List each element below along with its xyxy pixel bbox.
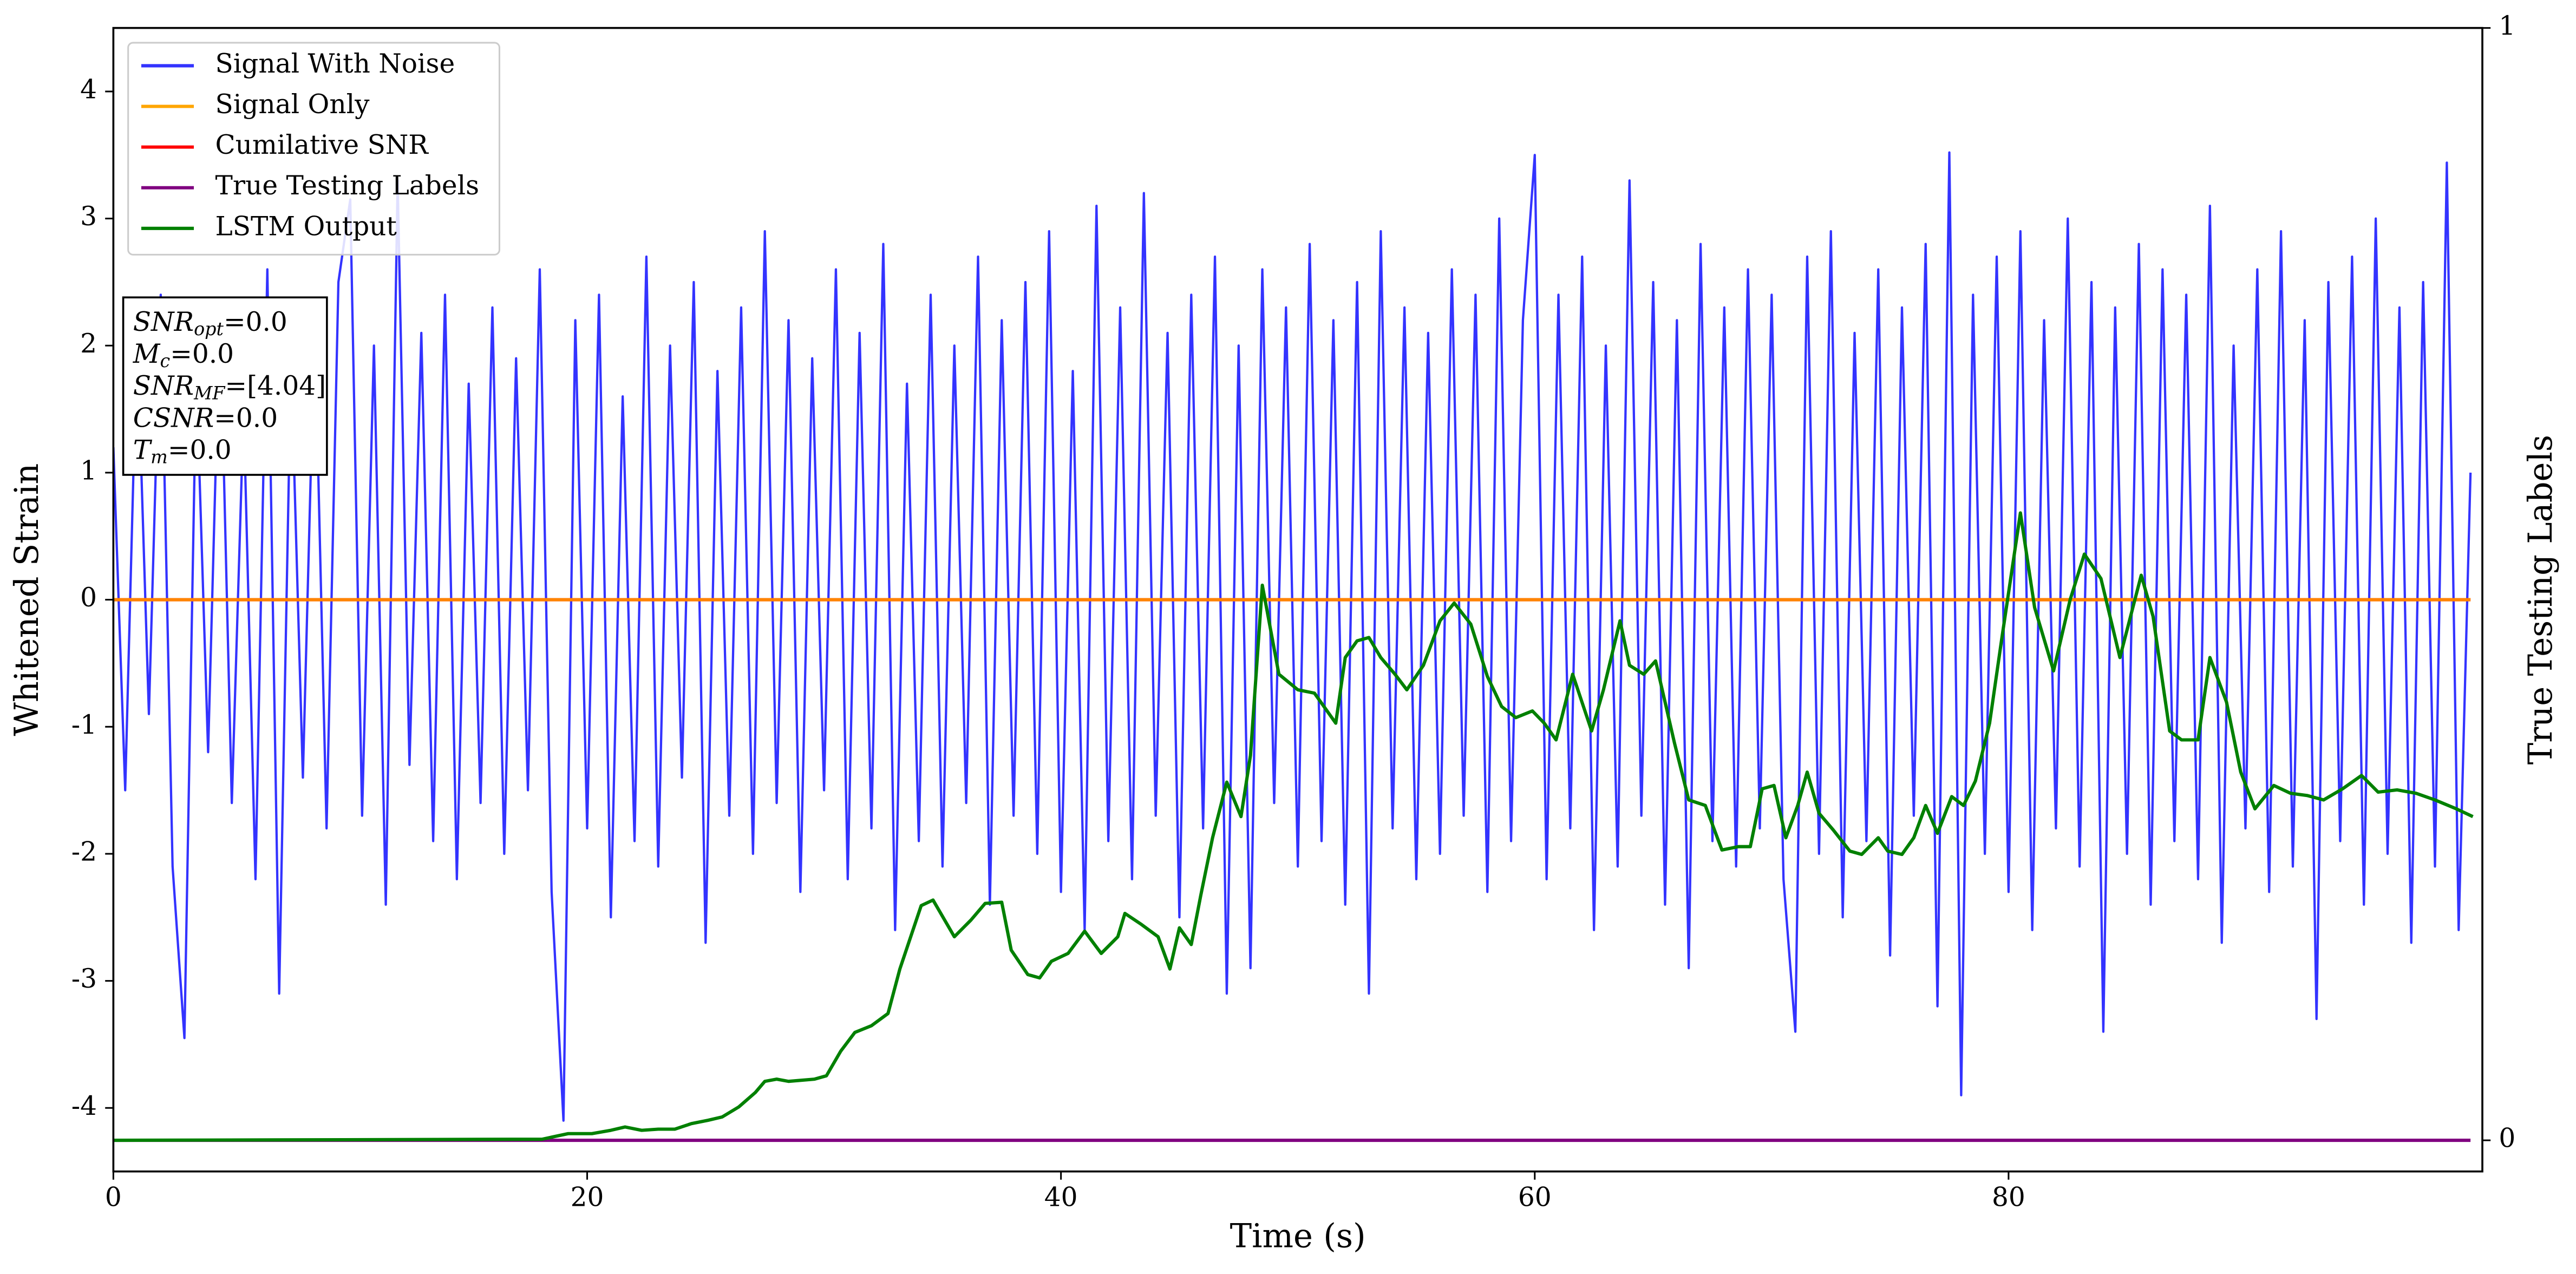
- annotation-line: Tm=0.0: [133, 435, 232, 468]
- annotation-symbol: CSNR: [133, 403, 214, 433]
- y-tick-label: 1: [80, 455, 97, 486]
- annotation-subscript: opt: [194, 318, 224, 339]
- annotation-symbol: SNR: [133, 371, 194, 401]
- annotation: SNRopt=0.0Mc=0.0SNRMF=[4.04]CSNR=0.0Tm=0…: [122, 296, 328, 476]
- legend-label: Signal Only: [215, 89, 370, 120]
- y-tick-label: 3: [80, 201, 97, 232]
- annotation-line: SNRopt=0.0: [133, 306, 287, 339]
- y2-tick-label: 1: [2499, 11, 2515, 41]
- y-tick-label: 2: [80, 329, 97, 359]
- y-tick-label: -3: [71, 964, 97, 994]
- annotation-text: =0.0: [224, 306, 287, 337]
- x-tick-label: 0: [105, 1182, 122, 1213]
- y-tick-label: 4: [80, 74, 97, 104]
- annotation-text: =[4.04]: [225, 371, 326, 401]
- legend: Signal With Noise Signal Only Cumilative S…: [127, 42, 500, 256]
- x-tick-label: 60: [1518, 1182, 1552, 1213]
- y-axis-label: Whitened Strain: [8, 463, 46, 736]
- annotation-line: Mc=0.0: [133, 339, 234, 372]
- y2-tick-label: 0: [2499, 1123, 2515, 1154]
- y-tick-label: -4: [71, 1091, 97, 1121]
- y-tick-label: -2: [71, 837, 97, 867]
- series-line: [113, 151, 2472, 1122]
- annotation-text: =0.0: [170, 339, 234, 369]
- x-tick-label: 40: [1044, 1182, 1078, 1213]
- legend-box: [127, 42, 500, 256]
- annotation-subscript: c: [160, 350, 171, 371]
- series-line: [113, 511, 2474, 1142]
- annotation-line: CSNR=0.0: [133, 403, 278, 433]
- annotation-line: SNRMF=[4.04]: [133, 371, 326, 404]
- annotation-symbol: SNR: [133, 306, 194, 337]
- annotation-subscript: m: [151, 447, 168, 468]
- y2-axis-label: True Testing Labels: [2522, 435, 2560, 765]
- y-tick-label: 0: [80, 583, 97, 613]
- x-axis-label: Time (s): [1230, 1218, 1366, 1256]
- y-tick-label: -1: [71, 710, 97, 740]
- legend-label: True Testing Labels: [215, 171, 480, 201]
- x-tick-label: 80: [1992, 1182, 2025, 1213]
- annotation-text: =0.0: [168, 435, 232, 465]
- annotation-symbol: M: [133, 339, 161, 369]
- plot-area: [113, 151, 2474, 1142]
- x-tick-label: 20: [571, 1182, 604, 1213]
- annotation-box: [122, 296, 328, 476]
- legend-label: LSTM Output: [215, 211, 397, 241]
- annotation-text: =0.0: [214, 403, 278, 433]
- annotation-symbol: T: [133, 435, 153, 465]
- annotation-subscript: MF: [193, 382, 226, 403]
- legend-label: Signal With Noise: [215, 49, 455, 79]
- legend-label: Cumilative SNR: [215, 130, 429, 160]
